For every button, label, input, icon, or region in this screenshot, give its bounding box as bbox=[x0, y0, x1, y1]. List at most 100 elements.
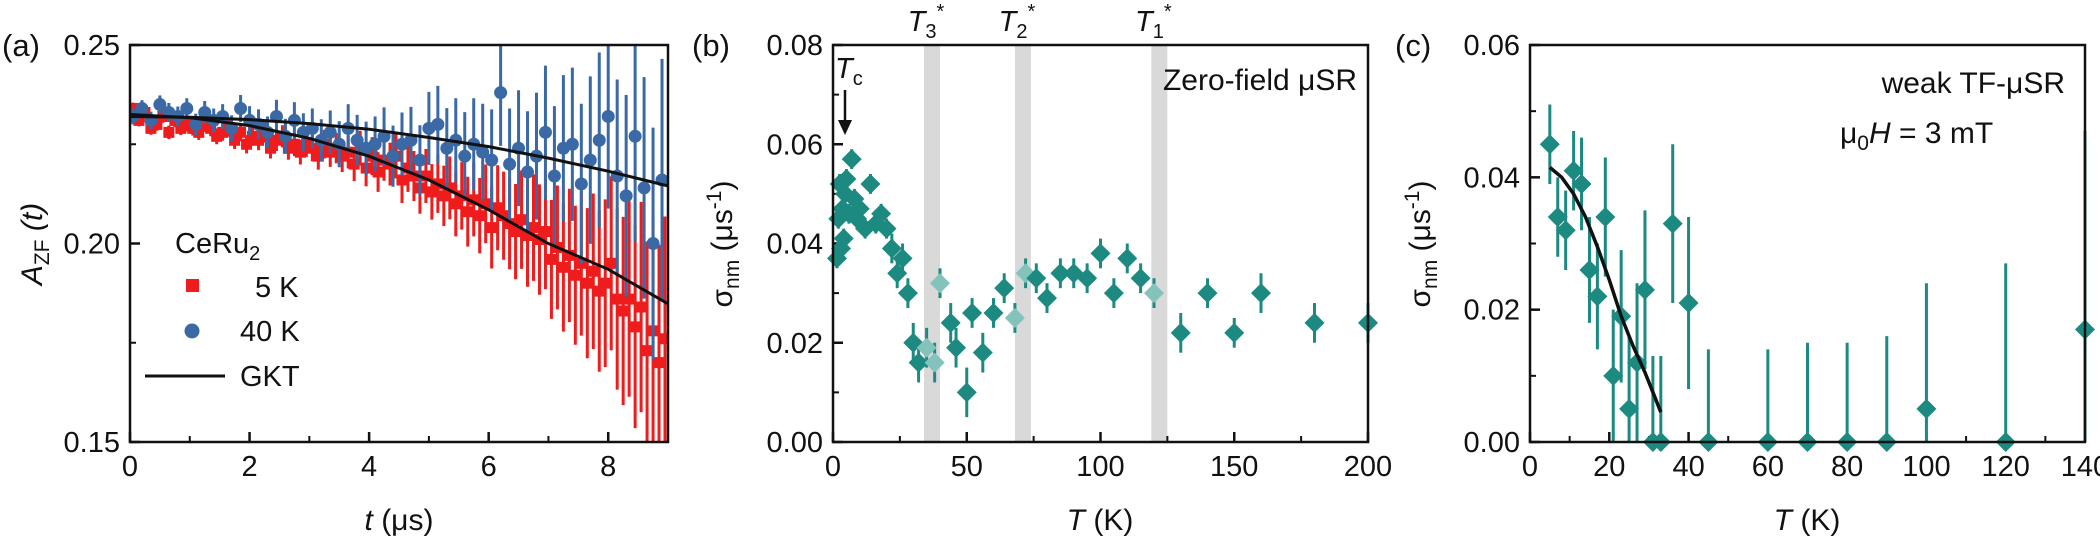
panel-c-label: (c) bbox=[1395, 28, 1431, 63]
teal-diamond-point bbox=[1304, 312, 1325, 333]
panel-c-axes: 0 20 40 60 80 100 120 140 0.00 0.02 0.04 0.06 bbox=[1464, 30, 2100, 483]
gkt-fit-line bbox=[130, 115, 668, 188]
panel-c-xtick-label: 20 bbox=[1593, 451, 1625, 483]
panel-b-axes: 0 50 100 150 200 0.00 0.02 0.04 0.06 0.08 bbox=[767, 30, 1393, 483]
teal-diamond-point bbox=[1117, 248, 1138, 269]
red-square-point bbox=[653, 357, 665, 369]
panel-c-annotation-1: weak TF-μSR bbox=[1881, 67, 2065, 100]
red-square-point bbox=[133, 114, 145, 126]
blue-circle-point bbox=[485, 153, 499, 167]
teal-diamond-point bbox=[1090, 243, 1111, 264]
teal-diamond-point bbox=[1251, 283, 1271, 304]
teal-diamond-point bbox=[1539, 134, 1560, 155]
panel-b-label: (b) bbox=[692, 28, 730, 63]
blue-circle-point bbox=[413, 153, 427, 167]
panel-b-xlabel: T (K) bbox=[1067, 504, 1134, 537]
red-square-point bbox=[229, 134, 241, 146]
red-square-point bbox=[468, 194, 480, 206]
red-square-point bbox=[396, 174, 408, 186]
teal-diamond-point bbox=[1619, 398, 1640, 419]
panel-a-xlabel: t (μs) bbox=[365, 504, 434, 537]
panel-c-xtick-label: 80 bbox=[1831, 451, 1863, 483]
teal-diamond-point bbox=[1662, 213, 1683, 234]
panel-b-xtick-label: 200 bbox=[1344, 451, 1392, 483]
red-square-point bbox=[617, 305, 629, 317]
teal-diamond-point bbox=[860, 173, 881, 194]
panel-a-frame bbox=[128, 43, 670, 444]
teal-diamond-point bbox=[1547, 207, 1568, 228]
red-square-point bbox=[247, 130, 259, 142]
red-square-point bbox=[593, 285, 605, 297]
teal-diamond-point bbox=[876, 218, 897, 239]
red-square-point bbox=[659, 333, 668, 345]
transition-band bbox=[923, 45, 940, 442]
teal-diamond-point bbox=[1050, 263, 1071, 284]
panel-a-axes: 0 2 4 6 8 0.15 0.20 0.25 bbox=[64, 30, 617, 483]
blue-circle-point bbox=[458, 149, 472, 163]
red-square-point bbox=[569, 269, 581, 281]
gkt-fit-line bbox=[130, 113, 668, 306]
panel-c: (c) 0 20 40 60 80 100 120 140 0.00 0.02 0.04 0.06 σ… bbox=[1395, 28, 2100, 537]
red-square-point bbox=[539, 226, 551, 238]
teal-diamond-point bbox=[994, 278, 1015, 299]
red-square-point bbox=[181, 118, 193, 130]
blue-circle-point bbox=[234, 102, 248, 116]
legend-label-gkt: GKT bbox=[240, 361, 300, 393]
blue-circle-point bbox=[440, 141, 454, 155]
red-square-point bbox=[294, 146, 306, 158]
teal-diamond-point bbox=[897, 283, 918, 304]
panel-a-ylabel: AZF (t) bbox=[16, 203, 54, 287]
band-label: T1* bbox=[1135, 1, 1172, 43]
teal-diamond-point bbox=[836, 168, 857, 189]
panel-a-xtick-label: 6 bbox=[481, 451, 497, 483]
blue-circle-point bbox=[574, 177, 588, 191]
transition-band bbox=[1151, 45, 1168, 442]
blue-circle-point bbox=[601, 109, 615, 123]
teal-diamond-point bbox=[841, 149, 862, 170]
red-square-point bbox=[312, 150, 324, 162]
tc-label: Tc bbox=[835, 53, 863, 90]
red-square-point bbox=[199, 118, 211, 130]
red-square-point bbox=[516, 214, 528, 226]
teal-diamond-point bbox=[1555, 220, 1576, 241]
teal-diamond-point bbox=[1170, 322, 1191, 343]
red-square-point bbox=[635, 301, 647, 313]
blue-circle-point bbox=[323, 125, 337, 139]
teal-diamond-point bbox=[1603, 365, 1624, 386]
red-square-point bbox=[528, 222, 539, 234]
blue-circle-point bbox=[547, 169, 561, 183]
panel-b-xtick-label: 0 bbox=[825, 451, 841, 483]
panel-a-xtick-label: 4 bbox=[361, 451, 377, 483]
panel-a-ytick-label: 0.15 bbox=[64, 427, 120, 459]
red-square-point bbox=[163, 126, 175, 138]
blue-circle-point bbox=[503, 157, 517, 171]
panel-c-ytick-label: 0.04 bbox=[1464, 162, 1520, 194]
blue-circle-point bbox=[476, 145, 490, 159]
red-square-point bbox=[605, 257, 617, 269]
panel-c-xtick-label: 0 bbox=[1522, 451, 1538, 483]
teal-diamond-point bbox=[1197, 283, 1218, 304]
panel-c-xtick-label: 120 bbox=[1982, 451, 2030, 483]
red-square-point bbox=[151, 118, 163, 130]
red-square-point bbox=[504, 218, 516, 230]
red-square-point bbox=[253, 134, 265, 146]
blue-circle-point bbox=[404, 133, 418, 147]
red-square-point bbox=[420, 170, 432, 182]
panel-a-legend: CeRu2 5 K 40 K GKT bbox=[145, 228, 300, 393]
blue-circle-point bbox=[198, 105, 212, 119]
blue-circle-point bbox=[153, 98, 167, 112]
panel-b-xtick-label: 100 bbox=[1076, 451, 1124, 483]
red-square-point bbox=[282, 142, 294, 154]
teal-diamond-point bbox=[983, 302, 1004, 323]
teal-diamond-point bbox=[1916, 398, 1937, 419]
blue-circle-point bbox=[287, 113, 301, 127]
band-label: T2* bbox=[999, 1, 1036, 43]
teal-diamond-point bbox=[1579, 259, 1600, 280]
teal-diamond-point bbox=[1103, 283, 1124, 304]
panel-a-plot-area bbox=[130, 45, 668, 442]
red-square-point bbox=[450, 198, 462, 210]
teal-diamond-point bbox=[956, 382, 977, 403]
tc-arrow bbox=[838, 90, 852, 135]
panel-c-ylabel: σnm (μs-1) bbox=[1401, 180, 1442, 307]
teal-diamond-point bbox=[1224, 322, 1245, 343]
